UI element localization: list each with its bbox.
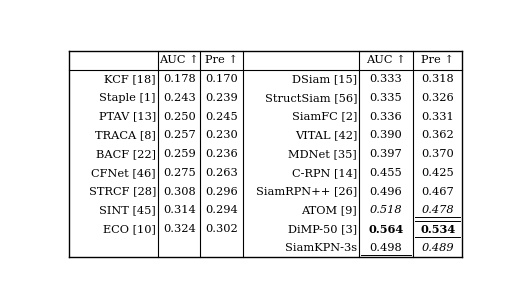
Text: 0.335: 0.335 (370, 93, 402, 103)
Text: 0.296: 0.296 (206, 187, 238, 197)
Text: AUC ↑: AUC ↑ (366, 56, 406, 66)
Text: 0.336: 0.336 (370, 112, 402, 122)
Text: CFNet [46]: CFNet [46] (91, 168, 156, 178)
Text: 0.243: 0.243 (163, 93, 195, 103)
Text: 0.564: 0.564 (368, 223, 404, 235)
Text: STRCF [28]: STRCF [28] (89, 187, 156, 197)
Text: 0.425: 0.425 (421, 168, 454, 178)
Text: 0.318: 0.318 (421, 74, 454, 84)
Text: Pre ↑: Pre ↑ (206, 56, 238, 66)
Text: 0.275: 0.275 (163, 168, 195, 178)
Text: 0.308: 0.308 (163, 187, 195, 197)
Text: BACF [22]: BACF [22] (96, 149, 156, 159)
Text: 0.259: 0.259 (163, 149, 195, 159)
Text: 0.455: 0.455 (370, 168, 402, 178)
Text: AUC ↑: AUC ↑ (160, 56, 199, 66)
Text: 0.230: 0.230 (206, 131, 238, 141)
Text: 0.362: 0.362 (421, 131, 454, 141)
Text: ECO [10]: ECO [10] (103, 224, 156, 234)
Text: SiamRPN++ [26]: SiamRPN++ [26] (256, 187, 357, 197)
Text: 0.534: 0.534 (420, 223, 455, 235)
Text: StructSiam [56]: StructSiam [56] (265, 93, 357, 103)
Text: 0.245: 0.245 (206, 112, 238, 122)
Text: SINT [45]: SINT [45] (99, 205, 156, 215)
Text: MDNet [35]: MDNet [35] (288, 149, 357, 159)
Text: 0.326: 0.326 (421, 93, 454, 103)
Text: 0.263: 0.263 (206, 168, 238, 178)
Text: 0.314: 0.314 (163, 205, 195, 215)
Text: 0.370: 0.370 (421, 149, 454, 159)
Text: 0.331: 0.331 (421, 112, 454, 122)
Text: 0.397: 0.397 (370, 149, 402, 159)
Text: ATOM [9]: ATOM [9] (301, 205, 357, 215)
Text: 0.302: 0.302 (206, 224, 238, 234)
Text: 0.467: 0.467 (421, 187, 454, 197)
Text: 0.236: 0.236 (206, 149, 238, 159)
Text: KCF [18]: KCF [18] (104, 74, 156, 84)
Text: 0.239: 0.239 (206, 93, 238, 103)
Text: Staple [1]: Staple [1] (99, 93, 156, 103)
Text: DiMP-50 [3]: DiMP-50 [3] (288, 224, 357, 234)
Text: 0.333: 0.333 (370, 74, 402, 84)
Text: 0.178: 0.178 (163, 74, 195, 84)
Text: 0.498: 0.498 (370, 243, 402, 253)
Text: 0.170: 0.170 (206, 74, 238, 84)
Text: DSiam [15]: DSiam [15] (292, 74, 357, 84)
Text: 0.390: 0.390 (370, 131, 402, 141)
Text: VITAL [42]: VITAL [42] (295, 131, 357, 141)
Text: PTAV [13]: PTAV [13] (98, 112, 156, 122)
Text: 0.489: 0.489 (421, 243, 454, 253)
Text: 0.324: 0.324 (163, 224, 195, 234)
Text: 0.478: 0.478 (421, 205, 454, 215)
Text: SiamKPN-3s: SiamKPN-3s (285, 243, 357, 253)
Text: 0.496: 0.496 (370, 187, 402, 197)
Text: C-RPN [14]: C-RPN [14] (292, 168, 357, 178)
Text: 0.294: 0.294 (206, 205, 238, 215)
Text: TRACA [8]: TRACA [8] (95, 131, 156, 141)
Text: 0.250: 0.250 (163, 112, 195, 122)
Text: 0.518: 0.518 (370, 205, 402, 215)
Text: SiamFC [2]: SiamFC [2] (292, 112, 357, 122)
Text: 0.257: 0.257 (163, 131, 195, 141)
Text: Pre ↑: Pre ↑ (421, 56, 454, 66)
